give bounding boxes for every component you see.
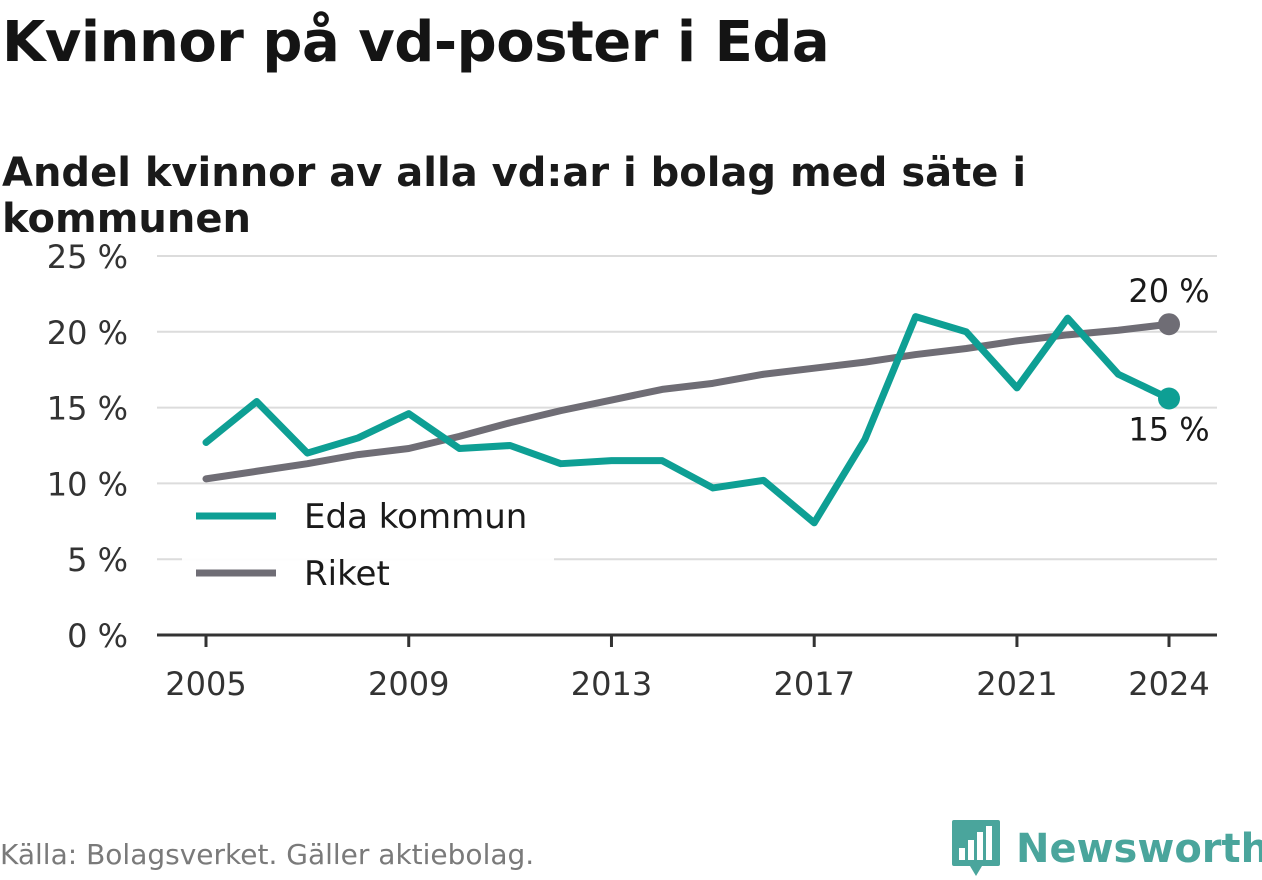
y-tick-label: 10 % — [47, 465, 128, 503]
end-label-eda-kommun: 15 % — [1128, 411, 1209, 449]
y-tick-label: 0 % — [67, 617, 128, 655]
legend-label: Eda kommun — [304, 497, 527, 537]
end-point-riket — [1158, 313, 1180, 336]
newsworthy-chart-icon — [952, 820, 1000, 876]
logo-text: Newsworthy — [1016, 826, 1262, 872]
end-label-riket: 20 % — [1128, 272, 1209, 310]
end-point-eda-kommun — [1158, 387, 1180, 410]
x-tick-label: 2024 — [1128, 665, 1209, 703]
x-tick-label: 2021 — [976, 665, 1057, 703]
chart-subtitle: Andel kvinnor av alla vd:ar i bolag med … — [2, 150, 1027, 242]
x-tick-label: 2005 — [165, 665, 246, 703]
series-line-eda-kommun — [202, 313, 1173, 527]
series-line-riket — [202, 320, 1173, 483]
y-tick-label: 25 % — [47, 238, 128, 276]
x-tick-label: 2017 — [773, 665, 854, 703]
x-tick-label: 2013 — [571, 665, 652, 703]
legend-background — [182, 486, 554, 606]
source-note: Källa: Bolagsverket. Gäller aktiebolag. — [0, 838, 535, 871]
line-chart: 0 % 5 % 10 % 15 % 20 % 25 % 2005 2009 2013 2017 20… — [47, 238, 1217, 703]
y-tick-label: 20 % — [47, 314, 128, 352]
y-tick-label: 5 % — [67, 541, 128, 579]
chart-title: Kvinnor på vd-poster i Eda — [2, 10, 830, 75]
legend-label: Riket — [304, 554, 390, 594]
y-tick-label: 15 % — [47, 390, 128, 428]
x-tick-label: 2009 — [368, 665, 449, 703]
newsworthy-logo: Newsworthy — [950, 818, 1262, 880]
